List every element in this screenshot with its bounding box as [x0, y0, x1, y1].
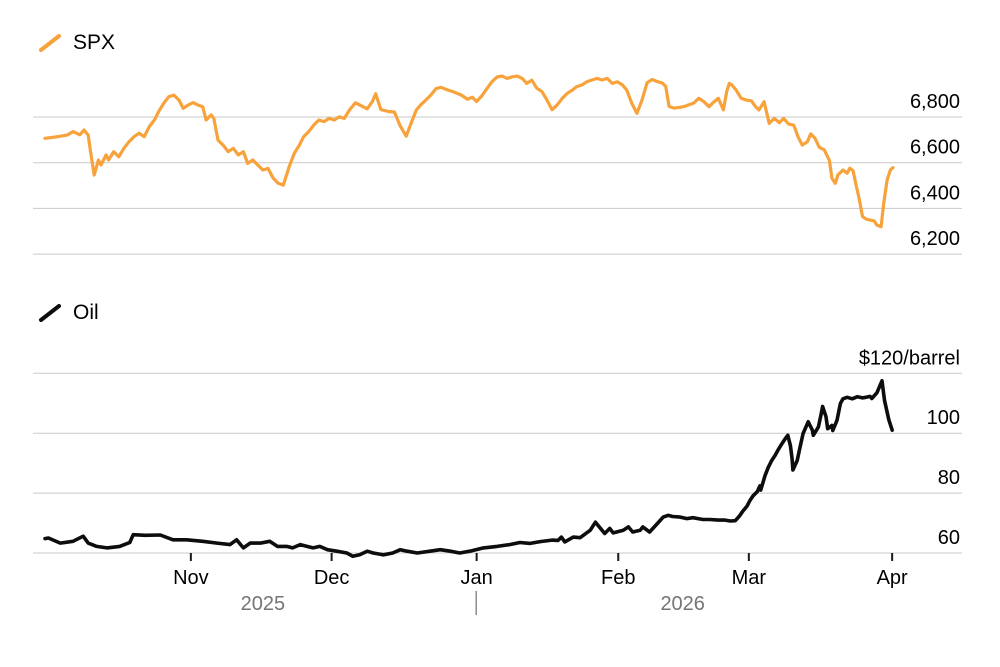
- spx-series-line: [43, 74, 895, 229]
- month-label: Jan: [461, 567, 493, 589]
- year-label: 2026: [660, 593, 705, 615]
- y-axis-label: $120/barrel: [859, 347, 960, 369]
- month-label: Apr: [877, 567, 908, 589]
- y-axis-label: 6,200: [910, 228, 960, 250]
- month-label: Nov: [173, 567, 209, 589]
- y-axis-label: 6,800: [910, 91, 960, 113]
- spx-line-swatch-icon: [39, 34, 61, 52]
- y-axis-label: 6,400: [910, 182, 960, 204]
- oil-series-line: [43, 379, 894, 559]
- y-axis-label: 80: [938, 467, 960, 489]
- month-label: Mar: [732, 567, 767, 589]
- y-axis-label: 100: [927, 407, 960, 429]
- legend-oil-label: Oil: [73, 301, 99, 324]
- oil-line-swatch-icon: [39, 304, 61, 322]
- legend-oil: Oil: [38, 301, 99, 325]
- legend-spx-label: SPX: [73, 31, 116, 54]
- y-axis-label: 60: [938, 527, 960, 549]
- y-axis-label: 6,600: [910, 137, 960, 159]
- month-label: Dec: [314, 567, 350, 589]
- month-label: Feb: [601, 567, 635, 589]
- legend-spx: SPX: [38, 31, 115, 55]
- year-label: 2025: [241, 593, 286, 615]
